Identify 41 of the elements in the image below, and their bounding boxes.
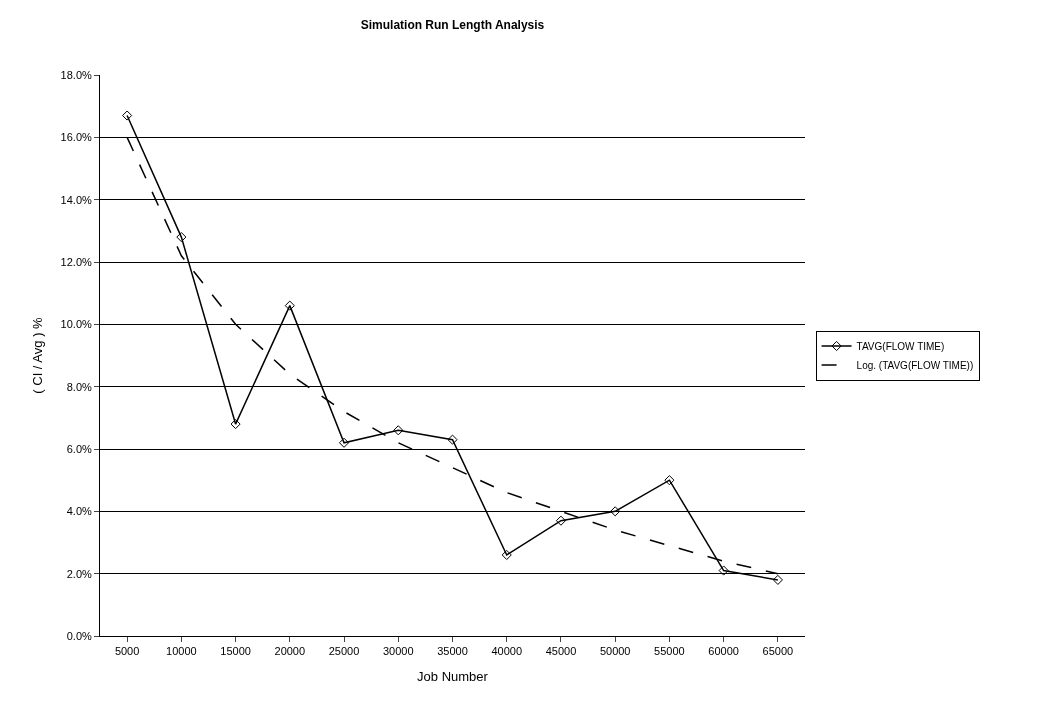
x-tick-label: 65000 (762, 645, 794, 658)
x-tick-label: 30000 (382, 645, 414, 658)
point (555, 515, 567, 526)
point (664, 475, 675, 486)
point (501, 549, 512, 561)
x-tick-label: 35000 (437, 645, 468, 658)
point (772, 574, 783, 585)
x-tick-label: 15000 (220, 645, 251, 658)
legend-label: TAVG(FLOW TIME) (856, 340, 945, 352)
point (447, 434, 458, 445)
x-tick-label: 5000 (114, 645, 140, 658)
x-tick-label: 40000 (491, 645, 523, 658)
point (610, 506, 621, 517)
x-tick-label: 20000 (274, 645, 306, 658)
y-tick-label: 2.0% (66, 567, 93, 580)
y-tick-label: 0.0% (66, 629, 93, 642)
legend-label: Log. (TAVG(FLOW TIME)) (856, 359, 974, 371)
y-tick-label: 16.0% (60, 131, 93, 144)
chart-title: Simulation Run Length Analysis (360, 18, 545, 33)
point (393, 425, 404, 436)
x-tick-label: 55000 (654, 645, 685, 658)
x-tick-label: 45000 (545, 645, 577, 658)
y-tick-label: 10.0% (60, 318, 93, 331)
x-tick-label: 60000 (708, 645, 739, 658)
y-tick-label: 12.0% (60, 255, 93, 268)
x-tick-label: 25000 (328, 645, 360, 658)
y-tick-label: 8.0% (66, 380, 93, 393)
point (230, 419, 241, 430)
x-tick-label: 10000 (166, 645, 197, 658)
x-axis-title: Job Number (417, 668, 489, 684)
x-tick-label: 50000 (599, 645, 631, 658)
y-tick-label: 4.0% (66, 505, 93, 518)
point (338, 437, 350, 448)
y-tick-label: 14.0% (60, 193, 93, 206)
point (122, 110, 133, 121)
y-tick-label: 6.0% (66, 442, 93, 455)
point (718, 565, 729, 576)
y-axis-title: ( CI / Avg ) % (29, 316, 45, 394)
point (176, 232, 187, 243)
point (284, 300, 295, 311)
y-tick-label: 18.0% (60, 68, 93, 81)
